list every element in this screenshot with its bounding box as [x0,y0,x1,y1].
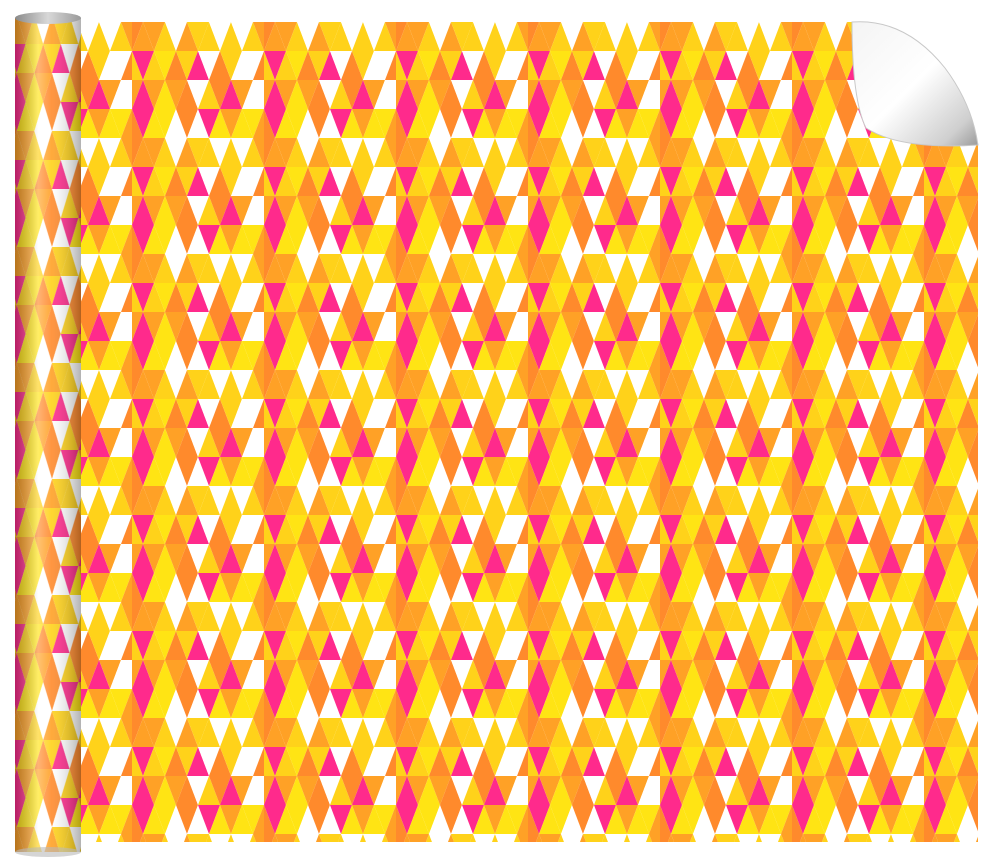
roll-shading [15,18,81,852]
paper-sheet [80,22,978,842]
curled-corner [851,21,979,147]
roll-bottom-edge [15,847,81,857]
roll-top-cap [15,12,81,24]
